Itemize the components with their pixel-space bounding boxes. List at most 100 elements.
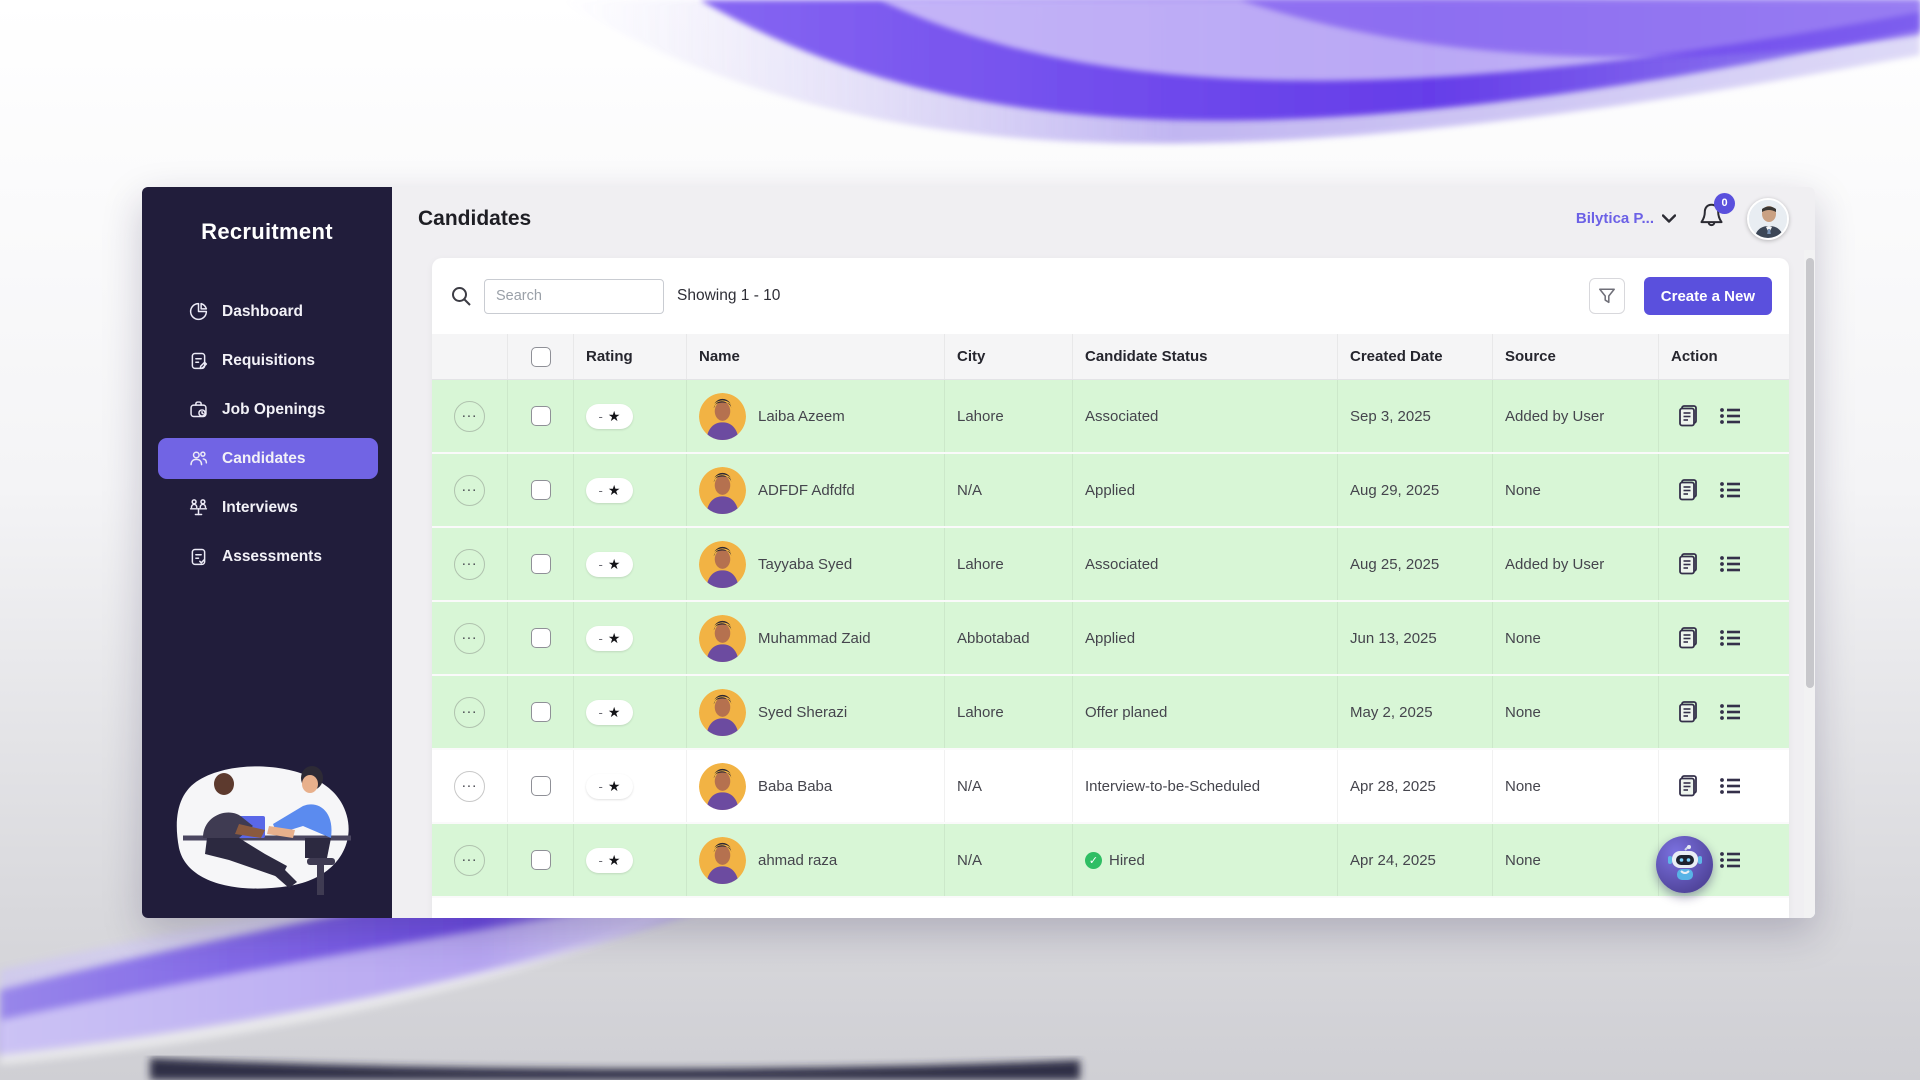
sidebar-item-label: Candidates [222, 449, 306, 467]
resume-icon[interactable] [1675, 699, 1701, 725]
sidebar-item-label: Job Openings [222, 400, 326, 418]
star-icon: ★ [607, 407, 621, 424]
rating-pill[interactable]: - ★ [586, 773, 633, 799]
table-row[interactable]: ... -★ Syed Sherazi Lahore ✓Offer planed… [432, 676, 1789, 750]
candidate-status: ✓Associated [1073, 380, 1338, 452]
candidate-avatar [699, 467, 746, 514]
chatbot-button[interactable] [1656, 836, 1713, 893]
scrollbar-thumb[interactable] [1805, 258, 1814, 688]
rating-pill[interactable]: - ★ [586, 551, 633, 577]
details-list-icon[interactable] [1717, 403, 1743, 429]
sidebar-item-interviews[interactable]: Interviews [158, 487, 378, 528]
sidebar-item-label: Assessments [222, 547, 322, 565]
row-menu-button[interactable]: ... [454, 622, 485, 654]
row-checkbox[interactable] [530, 480, 551, 500]
select-all-checkbox[interactable] [530, 346, 551, 367]
sidebar-item-candidates[interactable]: Candidates [158, 438, 378, 479]
candidate-name: Muhammad Zaid [758, 629, 871, 647]
table-body: ... -★ Laiba Azeem Lahore ✓Associated Se… [432, 380, 1789, 898]
main-content: Candidates Bilytica P... 0 S [392, 187, 1815, 918]
row-menu-button[interactable]: ... [454, 474, 485, 506]
table-row[interactable]: ... -★ Laiba Azeem Lahore ✓Associated Se… [432, 380, 1789, 454]
table-row[interactable]: ... - ★ ahmad raza N/A ✓ Hired Apr 24, 202… [432, 824, 1789, 898]
details-list-icon[interactable] [1717, 477, 1743, 503]
rating-pill[interactable]: - ★ [586, 847, 633, 873]
sidebar-item-job-openings[interactable]: Job Openings [158, 389, 378, 430]
chatbot-robot-icon [1667, 844, 1702, 880]
row-menu-button[interactable]: ... [454, 548, 485, 580]
row-menu-button[interactable]: ... [454, 844, 485, 876]
created-date: May 2, 2025 [1338, 676, 1493, 748]
sidebar-illustration [176, 766, 351, 895]
rating-pill[interactable]: - ★ [586, 403, 633, 429]
star-icon: ★ [607, 555, 621, 572]
search-input[interactable] [484, 278, 664, 314]
rating-pill[interactable]: - ★ [586, 699, 633, 725]
table-row[interactable]: ... -★ Muhammad Zaid Abbotabad ✓Applied … [432, 602, 1789, 676]
candidate-city: N/A [945, 454, 1073, 526]
details-list-icon[interactable] [1717, 625, 1743, 651]
sidebar-item-label: Interviews [222, 498, 298, 516]
created-date: Apr 28, 2025 [1338, 750, 1493, 822]
tenant-dropdown[interactable]: Bilytica P... [1576, 210, 1676, 227]
sidebar-item-dashboard[interactable]: Dashboard [158, 291, 378, 332]
rating-pill[interactable]: - ★ [586, 477, 633, 503]
col-created: Created Date [1338, 334, 1493, 379]
filter-button[interactable] [1588, 278, 1625, 314]
details-list-icon[interactable] [1717, 847, 1743, 873]
candidate-status: ✓ Hired [1073, 824, 1338, 896]
candidate-city: Lahore [945, 528, 1073, 600]
showing-count: Showing 1 - 10 [677, 287, 781, 304]
table-row[interactable]: ... -★ Tayyaba Syed Lahore ✓Associated A… [432, 528, 1789, 602]
candidate-avatar [699, 615, 746, 662]
sidebar-item-requisitions[interactable]: Requisitions [158, 340, 378, 381]
create-new-button[interactable]: Create a New [1643, 277, 1772, 315]
row-checkbox[interactable] [530, 776, 551, 796]
interviews-icon [189, 499, 208, 516]
source: Added by User [1493, 380, 1659, 452]
source: None [1493, 750, 1659, 822]
sidebar: Recruitment Dashboard Requisitions Job O… [142, 187, 392, 918]
page-title: Candidates [418, 206, 532, 230]
chevron-down-icon [1662, 214, 1676, 223]
candidate-city: Lahore [945, 380, 1073, 452]
candidate-status: ✓Associated [1073, 528, 1338, 600]
table-row[interactable]: ... -★ ADFDF Adfdfd N/A ✓Applied Aug 29,… [432, 454, 1789, 528]
sidebar-item-label: Requisitions [222, 351, 316, 369]
resume-icon[interactable] [1675, 477, 1701, 503]
candidate-status: ✓Offer planed [1073, 676, 1338, 748]
details-list-icon[interactable] [1717, 551, 1743, 577]
details-list-icon[interactable] [1717, 699, 1743, 725]
search-icon[interactable] [449, 284, 473, 308]
sidebar-item-assessments[interactable]: Assessments [158, 536, 378, 577]
assessments-icon [191, 548, 206, 566]
candidate-city: N/A [945, 824, 1073, 896]
resume-icon[interactable] [1675, 403, 1701, 429]
table-row[interactable]: ... -★ Baba Baba N/A ✓Interview-to-be-Sc… [432, 750, 1789, 824]
notifications-button[interactable]: 0 [1698, 192, 1735, 236]
filter-icon [1598, 288, 1615, 304]
table-row-partial [432, 898, 1789, 914]
created-date: Aug 25, 2025 [1338, 528, 1493, 600]
row-checkbox[interactable] [530, 406, 551, 426]
rating-pill[interactable]: - ★ [586, 625, 633, 651]
row-menu-button[interactable]: ... [454, 770, 485, 802]
row-menu-button[interactable]: ... [454, 696, 485, 728]
row-checkbox[interactable] [530, 850, 551, 870]
user-avatar[interactable] [1747, 197, 1789, 240]
candidate-name: Baba Baba [758, 777, 833, 795]
created-date: Sep 3, 2025 [1338, 380, 1493, 452]
candidates-icon [190, 451, 208, 466]
row-checkbox[interactable] [530, 702, 551, 722]
vertical-scrollbar[interactable] [1804, 250, 1815, 918]
row-checkbox[interactable] [530, 554, 551, 574]
created-date: Apr 24, 2025 [1338, 824, 1493, 896]
source: None [1493, 602, 1659, 674]
row-checkbox[interactable] [530, 628, 551, 648]
details-list-icon[interactable] [1717, 773, 1743, 799]
resume-icon[interactable] [1675, 625, 1701, 651]
resume-icon[interactable] [1675, 773, 1701, 799]
row-menu-button[interactable]: ... [454, 400, 485, 432]
resume-icon[interactable] [1675, 551, 1701, 577]
candidate-avatar [699, 837, 746, 884]
